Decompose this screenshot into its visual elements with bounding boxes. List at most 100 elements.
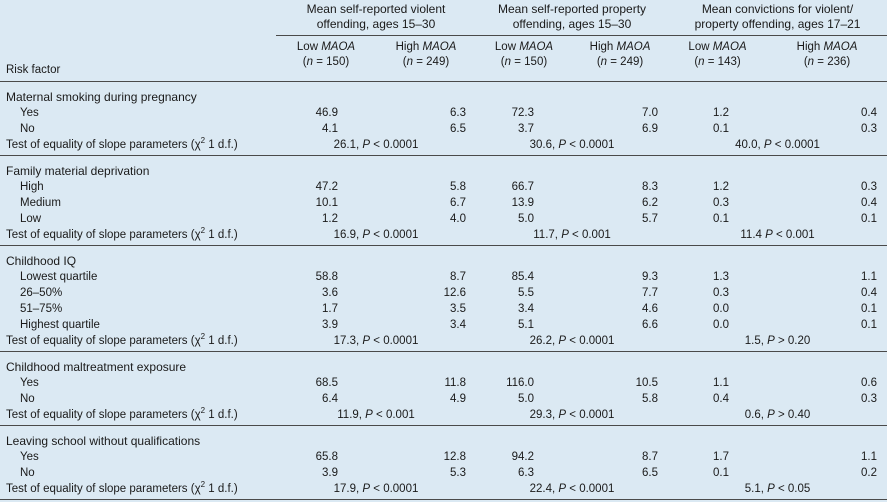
chi-superscript: 2 — [200, 225, 206, 235]
value-cell: 1.1 — [861, 270, 878, 283]
value-cell: 11.8 — [444, 376, 466, 389]
value-cell: 5.8 — [642, 392, 659, 405]
value-cell: 6.3 — [450, 106, 466, 119]
subcol-prefix: Low — [494, 41, 520, 53]
test-row: Test of equality of slope parameters (χ2… — [0, 136, 887, 156]
chi-value: 0.6, — [744, 408, 768, 421]
table-row: Yes 46.9 6.3 72.3 7.0 1.2 0.4 — [0, 106, 887, 122]
table-row: Lowest quartile 58.8 8.7 85.4 9.3 1.3 1.1 — [0, 270, 887, 286]
section-spacer — [0, 245, 887, 254]
chi-value: 22.4, — [529, 482, 559, 495]
value-cell: 6.2 — [642, 196, 659, 209]
row-label: High — [20, 180, 44, 193]
value-cell: 0.1 — [713, 212, 730, 225]
table-row: 51–75% 1.7 3.5 3.4 4.6 0.0 0.1 — [0, 302, 887, 318]
section-title-row: Family material deprivation — [0, 164, 887, 180]
row-label: Highest quartile — [20, 318, 100, 331]
p-value: 0.0001 — [784, 138, 820, 151]
test-label-prefix: Test of equality of slope parameters ( — [6, 228, 195, 241]
p-operator: > — [774, 408, 788, 421]
value-cell: 0.4 — [861, 196, 878, 209]
group-header-line: Mean self-reported violent — [306, 2, 446, 16]
n-label: n — [807, 56, 815, 68]
n-label: n — [504, 56, 512, 68]
chi-value: 16.9, — [333, 228, 363, 241]
p-value: 0.001 — [385, 408, 415, 421]
value-cell: 3.9 — [322, 466, 338, 479]
value-cell: 66.7 — [511, 180, 534, 193]
value-cell: 3.7 — [518, 122, 534, 135]
value-cell: 3.4 — [450, 318, 466, 331]
p-operator: < — [566, 482, 580, 495]
value-cell: 65.8 — [315, 450, 338, 463]
chi-value: 17.9, — [333, 482, 363, 495]
p-operator: < — [566, 138, 580, 151]
chi-value: 26.1, — [333, 138, 363, 151]
table-row: Highest quartile 3.9 3.4 5.1 6.6 0.0 0.1 — [0, 318, 887, 334]
value-cell: 6.7 — [450, 196, 466, 209]
test-label-prefix: Test of equality of slope parameters ( — [6, 334, 195, 347]
row-label: 51–75% — [20, 302, 63, 315]
table-row: 26–50% 3.6 12.6 5.5 7.7 0.3 0.4 — [0, 286, 887, 302]
test-label: Test of equality of slope parameters (χ2… — [0, 225, 276, 246]
value-cell: 6.3 — [518, 466, 534, 479]
subcol-prefix: High — [796, 41, 824, 53]
row-label: Lowest quartile — [20, 270, 98, 283]
test-stat: 5.1, P < 0.05 — [668, 481, 887, 500]
p-label: P — [767, 482, 775, 495]
p-label: P — [558, 408, 567, 421]
value-cell: 12.6 — [443, 286, 466, 299]
n-equals: = — [607, 56, 621, 68]
value-cell: 0.2 — [861, 466, 878, 479]
value-cell: 8.7 — [642, 450, 659, 463]
value-cell: 7.0 — [642, 106, 659, 119]
value-cell: 1.3 — [713, 270, 730, 283]
n-value: 249 — [620, 56, 640, 68]
gene-label: MAOA — [519, 41, 554, 53]
p-operator: < — [370, 334, 384, 347]
value-cell: 6.4 — [322, 392, 338, 405]
section-title-row: Childhood maltreatment exposure — [0, 360, 887, 376]
p-operator: < — [568, 228, 582, 241]
p-label: P — [362, 334, 371, 347]
value-cell: 8.7 — [450, 270, 466, 283]
value-cell: 9.3 — [642, 270, 659, 283]
spacer-cell — [0, 155, 887, 164]
spacer-cell — [0, 351, 887, 360]
gene-label: MAOA — [616, 41, 651, 53]
value-cell: 3.9 — [322, 318, 338, 331]
test-stat: 11.4 P < 0.001 — [668, 227, 887, 246]
value-cell: 13.9 — [511, 196, 534, 209]
value-cell: 85.4 — [511, 270, 534, 283]
value-cell: 0.6 — [861, 376, 878, 389]
value-cell: 1.1 — [713, 376, 730, 389]
row-label: Low — [20, 212, 42, 225]
test-label-suffix: 1 d.f.) — [205, 138, 238, 151]
test-label-prefix: Test of equality of slope parameters ( — [6, 482, 195, 495]
section-title: Family material deprivation — [6, 163, 150, 178]
p-value: 0.05 — [787, 482, 811, 495]
value-cell: 0.3 — [713, 286, 730, 299]
row-label: Medium — [20, 196, 61, 209]
section-title-row: Maternal smoking during pregnancy — [0, 90, 887, 106]
p-operator: < — [372, 408, 386, 421]
row-label: 26–50% — [20, 286, 63, 299]
chi-symbol: χ — [194, 334, 201, 347]
row-label: No — [20, 122, 35, 135]
n-equals: = — [413, 56, 427, 68]
test-label-suffix: 1 d.f.) — [205, 482, 238, 495]
value-cell: 0.1 — [713, 122, 730, 135]
table-row: Medium 10.1 6.7 13.9 6.2 0.3 0.4 — [0, 196, 887, 212]
subcol-header: Low MAOA (n = 143) — [668, 35, 768, 82]
chi-value: 29.3, — [529, 408, 559, 421]
subcol-header: High MAOA (n = 249) — [572, 35, 669, 82]
group-header-line: offending, ages 15–30 — [512, 17, 632, 31]
value-cell: 0.1 — [861, 318, 878, 331]
chi-value: 40.0, — [735, 138, 764, 151]
p-value: 0.0001 — [579, 482, 615, 495]
spacer-cell — [0, 245, 887, 254]
gene-label: MAOA — [823, 41, 858, 53]
section-title: Leaving school without qualifications — [6, 433, 201, 448]
n-label: n — [600, 56, 608, 68]
p-label: P — [558, 334, 567, 347]
